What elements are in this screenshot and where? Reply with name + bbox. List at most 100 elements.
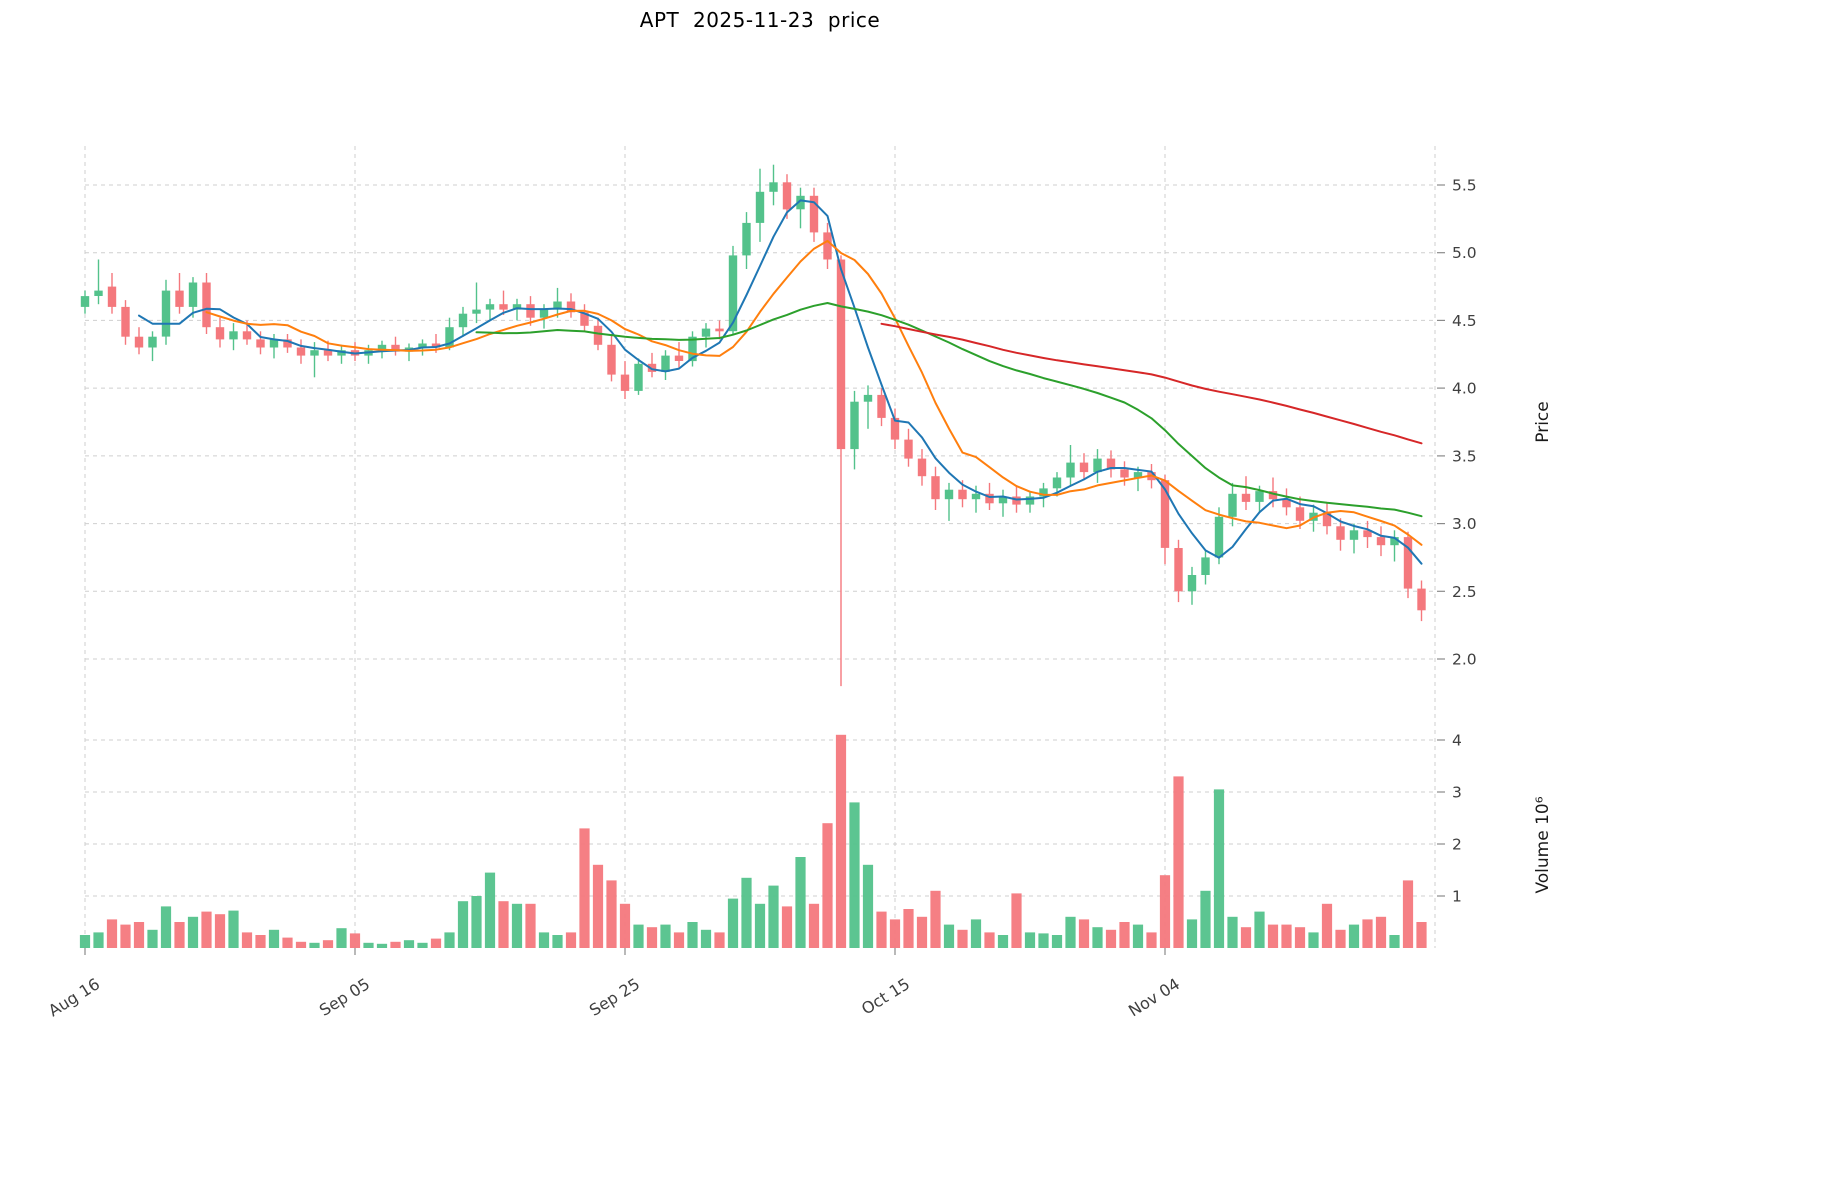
volume-bar: [552, 935, 563, 948]
candle: [377, 344, 387, 351]
candle: [431, 343, 441, 348]
candle: [526, 304, 535, 318]
price-tick-label: 4.0: [1452, 380, 1477, 398]
volume-bar: [174, 922, 185, 948]
candle: [1336, 526, 1345, 540]
volume-bar: [1335, 929, 1346, 948]
gridlines: [84, 146, 1436, 948]
volume-bar: [268, 929, 280, 948]
volume-bar: [1416, 922, 1427, 948]
price-tick-label: 5.0: [1452, 244, 1477, 262]
volume-bar: [1132, 924, 1144, 948]
candle: [1120, 469, 1129, 478]
volume-bar: [417, 942, 428, 948]
x-tick-label: Aug 16: [45, 974, 103, 1020]
candle: [418, 343, 427, 348]
volume-bar: [187, 916, 199, 948]
volume-bar: [916, 916, 928, 948]
candle: [674, 355, 684, 361]
volume-bar: [849, 802, 860, 948]
volume-bar: [1119, 922, 1130, 948]
volume-bar: [1051, 935, 1063, 948]
volume-bar: [1159, 875, 1171, 948]
x-tick-label: Sep 05: [316, 974, 373, 1020]
volume-bar: [1200, 890, 1211, 948]
candle: [1363, 530, 1372, 538]
volume-bar: [781, 906, 793, 948]
volume-bar: [1240, 927, 1252, 948]
volume-bar: [349, 933, 361, 948]
candle: [634, 363, 643, 391]
candle: [539, 309, 549, 318]
volume-bar: [1065, 916, 1076, 948]
volume-bar: [120, 924, 131, 948]
volume-bar: [1011, 893, 1022, 948]
candle: [323, 350, 333, 356]
volume-bar: [700, 929, 712, 948]
volume-bar: [1092, 927, 1103, 948]
volume-bar: [889, 919, 901, 948]
candle: [620, 374, 630, 391]
candle: [1241, 493, 1251, 502]
volume-bar: [1254, 911, 1265, 948]
candle: [134, 336, 144, 348]
candle: [1174, 548, 1183, 592]
candle: [701, 328, 711, 337]
volume-bar: [876, 911, 887, 948]
candle: [121, 306, 130, 337]
volume-bar: [457, 901, 469, 948]
volume-bar: [633, 924, 644, 948]
ma5-line: [138, 199, 1423, 565]
volume-bar: [498, 901, 509, 948]
candle: [1228, 493, 1237, 517]
volume-bar: [1024, 932, 1036, 948]
ma60-line: [880, 322, 1423, 445]
volume-bar: [646, 927, 658, 948]
volume-bar: [160, 906, 172, 948]
volume-bar: [1389, 935, 1400, 948]
candle: [296, 347, 306, 356]
candle: [769, 182, 778, 192]
ma-lines: [138, 199, 1423, 565]
volume-bar: [1308, 932, 1319, 948]
candle: [1160, 480, 1170, 548]
candle: [688, 336, 697, 362]
volume-bar: [363, 942, 374, 948]
candle: [1255, 491, 1264, 502]
candle: [1039, 488, 1048, 497]
volume-bar: [1105, 929, 1117, 948]
candle: [890, 417, 900, 440]
candle: [553, 301, 562, 310]
volume-bar: [673, 932, 685, 948]
volume-bar: [943, 924, 955, 948]
candle: [1322, 512, 1332, 527]
volume-bar: [768, 885, 779, 948]
candle: [728, 255, 738, 332]
volume-bar: [444, 932, 455, 948]
candle: [215, 327, 225, 340]
price-tick-label: 2.5: [1452, 583, 1477, 601]
volume-bar: [241, 932, 253, 948]
volume-bar: [1227, 916, 1238, 948]
candle: [310, 350, 319, 356]
candle: [107, 286, 117, 307]
candle: [94, 290, 103, 296]
candles: [80, 164, 1426, 687]
volume-bar: [687, 922, 698, 948]
volume-axis-title: Volume 10⁶: [1533, 796, 1553, 893]
candle: [863, 394, 873, 402]
candle: [877, 394, 886, 418]
price-tick-label: 2.0: [1452, 651, 1477, 669]
candle: [985, 493, 994, 504]
volume-bar: [1186, 919, 1198, 948]
volume-bar: [1267, 924, 1279, 948]
volume-bar: [295, 941, 307, 948]
volume-bar: [1281, 924, 1292, 948]
candle: [242, 331, 252, 340]
volume-bar: [93, 932, 104, 948]
volume-bar: [727, 898, 739, 948]
candle: [661, 355, 670, 372]
volume-tick-label: 4: [1452, 732, 1462, 750]
volume-bar: [1375, 916, 1387, 948]
